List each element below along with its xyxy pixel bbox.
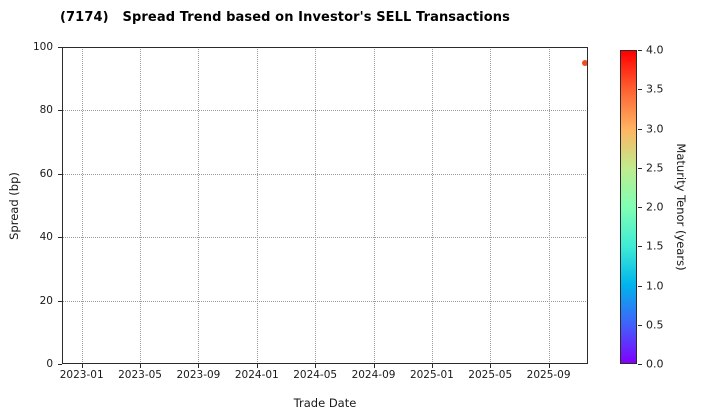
colorbar-tick-label: 1.0 — [646, 279, 664, 292]
scatter-point — [581, 59, 588, 67]
x-gridline — [81, 47, 83, 364]
colorbar-tick-mark — [638, 50, 642, 51]
plot-area — [62, 47, 588, 364]
x-tick-mark — [490, 364, 492, 368]
x-tick-mark — [81, 364, 83, 368]
colorbar-tick-label: 0.0 — [646, 357, 664, 371]
x-gridline — [431, 47, 433, 364]
x-tick-mark — [431, 364, 433, 368]
colorbar-tick-mark — [638, 285, 642, 287]
y-gridline — [62, 110, 588, 112]
y-tick-mark — [58, 300, 62, 302]
colorbar-tick-mark — [638, 207, 642, 208]
colorbar-tick-mark — [638, 128, 642, 130]
x-gridline — [315, 47, 317, 364]
y-tick-mark — [58, 364, 62, 365]
x-tick-label: 2023-01 — [59, 369, 104, 381]
y-gridline — [62, 47, 588, 48]
colorbar-label: Maturity Tenor (years) — [674, 143, 688, 271]
x-tick-label: 2023-09 — [176, 369, 221, 381]
y-tick-mark — [58, 47, 62, 48]
colorbar-tick-mark — [638, 246, 642, 248]
y-tick-label: 0 — [46, 358, 53, 370]
x-tick-label: 2024-05 — [293, 369, 338, 381]
x-tick-mark — [140, 364, 142, 368]
x-gridline — [256, 47, 258, 364]
colorbar-tick-mark — [638, 89, 642, 91]
y-tick-mark — [58, 173, 62, 175]
x-tick-mark — [548, 364, 550, 368]
x-tick-label: 2024-09 — [351, 369, 396, 381]
colorbar-tick-label: 2.5 — [646, 161, 664, 175]
colorbar-tick-label: 1.5 — [646, 239, 664, 253]
y-gridline — [62, 173, 588, 175]
colorbar-tick-label: 0.5 — [646, 318, 664, 332]
x-tick-mark — [373, 364, 375, 368]
colorbar-tick-label: 3.5 — [646, 82, 664, 96]
x-tick-mark — [256, 364, 258, 368]
chart-title: (7174) Spread Trend based on Investor's … — [60, 10, 510, 25]
x-tick-mark — [315, 364, 317, 368]
y-gridline — [62, 300, 588, 302]
x-tick-mark — [198, 364, 200, 368]
x-tick-label: 2023-05 — [118, 369, 162, 381]
x-gridline — [140, 47, 142, 364]
y-tick-mark — [58, 237, 62, 239]
colorbar-tick-label: 3.0 — [646, 122, 664, 135]
x-gridline — [548, 47, 550, 364]
colorbar-tick-mark — [638, 167, 642, 169]
colorbar-tick-label: 4.0 — [646, 43, 664, 57]
colorbar — [620, 50, 637, 364]
y-gridline — [62, 237, 588, 239]
x-gridline — [198, 47, 200, 364]
x-gridline — [490, 47, 492, 364]
colorbar-tick-mark — [638, 364, 642, 365]
y-tick-label: 20 — [39, 294, 53, 307]
colorbar-tick-mark — [638, 324, 642, 326]
y-tick-mark — [58, 110, 62, 112]
x-gridline — [373, 47, 375, 364]
y-axis-label: Spread (bp) — [7, 172, 21, 240]
x-axis-label: Trade Date — [293, 396, 357, 410]
y-tick-label: 40 — [39, 231, 53, 244]
x-tick-label: 2025-09 — [526, 369, 571, 381]
y-tick-label: 60 — [39, 167, 53, 180]
y-tick-label: 100 — [32, 41, 53, 53]
x-tick-label: 2025-05 — [468, 369, 513, 381]
y-tick-label: 80 — [39, 104, 53, 117]
colorbar-tick-label: 2.0 — [646, 200, 664, 214]
x-tick-label: 2024-01 — [234, 369, 279, 381]
x-tick-label: 2025-01 — [409, 369, 454, 381]
